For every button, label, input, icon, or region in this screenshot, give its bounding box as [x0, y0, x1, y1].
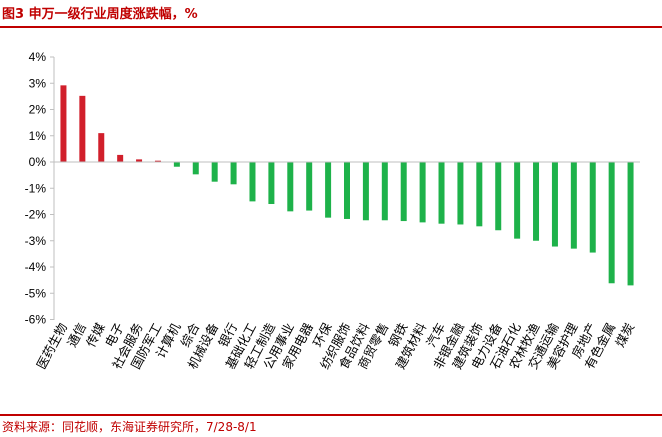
y-tick-label: 0% — [29, 155, 47, 169]
bar — [362, 162, 369, 221]
y-tick-label: -3% — [25, 234, 47, 248]
x-tick-label: 通信 — [64, 320, 89, 349]
bar — [325, 162, 332, 218]
bar — [608, 162, 615, 284]
bars — [60, 85, 634, 286]
y-tick-label: -1% — [25, 181, 47, 195]
y-tick-label: 4% — [29, 50, 47, 64]
bar — [400, 162, 407, 222]
bar — [419, 162, 426, 223]
bar — [381, 162, 388, 221]
bar — [230, 162, 237, 185]
bar — [495, 162, 502, 231]
x-tick-label: 煤炭 — [612, 320, 637, 349]
y-tick-label: -2% — [25, 208, 47, 222]
bar — [192, 162, 199, 175]
bar — [533, 162, 540, 241]
bar — [211, 162, 218, 182]
bar — [570, 162, 577, 249]
bar — [287, 162, 294, 212]
y-tick-label: 2% — [29, 103, 47, 117]
bar — [117, 154, 124, 162]
x-tick-labels: 医药生物通信传媒电子社会服务国防军工计算机综合机械设备银行基础化工轻工制造公用事… — [33, 320, 637, 372]
y-tick-label: -6% — [25, 313, 47, 327]
y-tick-label: 3% — [29, 76, 47, 90]
y-tick-label: -4% — [25, 260, 47, 274]
x-tick-label: 医药生物 — [33, 320, 70, 371]
bar — [173, 162, 180, 167]
chart-title: 图3 申万一级行业周度涨跌幅，% — [2, 7, 198, 22]
bar — [306, 162, 313, 211]
bar — [136, 159, 143, 163]
source-note: 资料来源：同花顺，东海证券研究所，7/28-8/1 — [2, 420, 257, 434]
y-tick-label: -5% — [25, 286, 47, 300]
title-rule — [0, 26, 662, 28]
bar — [627, 162, 634, 286]
bar — [344, 162, 350, 219]
bar — [268, 162, 275, 204]
bar — [154, 160, 161, 162]
bar-chart: 4% 3% 2% 1% 0% -1% -2% -3% -4% -5% -6% 医药生物通信传媒电子社… — [25, 50, 640, 372]
source-rule — [0, 414, 662, 416]
y-axis: 4% 3% 2% 1% 0% -1% -2% -3% -4% -5% -6% — [25, 50, 55, 327]
bar — [476, 162, 483, 227]
y-tick-label: 1% — [29, 129, 47, 143]
x-tick-label: 传媒 — [83, 320, 108, 350]
bar — [249, 162, 256, 202]
bar — [60, 85, 67, 162]
bar — [79, 95, 86, 162]
bar — [457, 162, 464, 225]
bar — [514, 162, 521, 239]
bar — [438, 162, 445, 224]
bar — [98, 133, 105, 163]
bar — [551, 162, 558, 247]
bar — [589, 162, 596, 253]
